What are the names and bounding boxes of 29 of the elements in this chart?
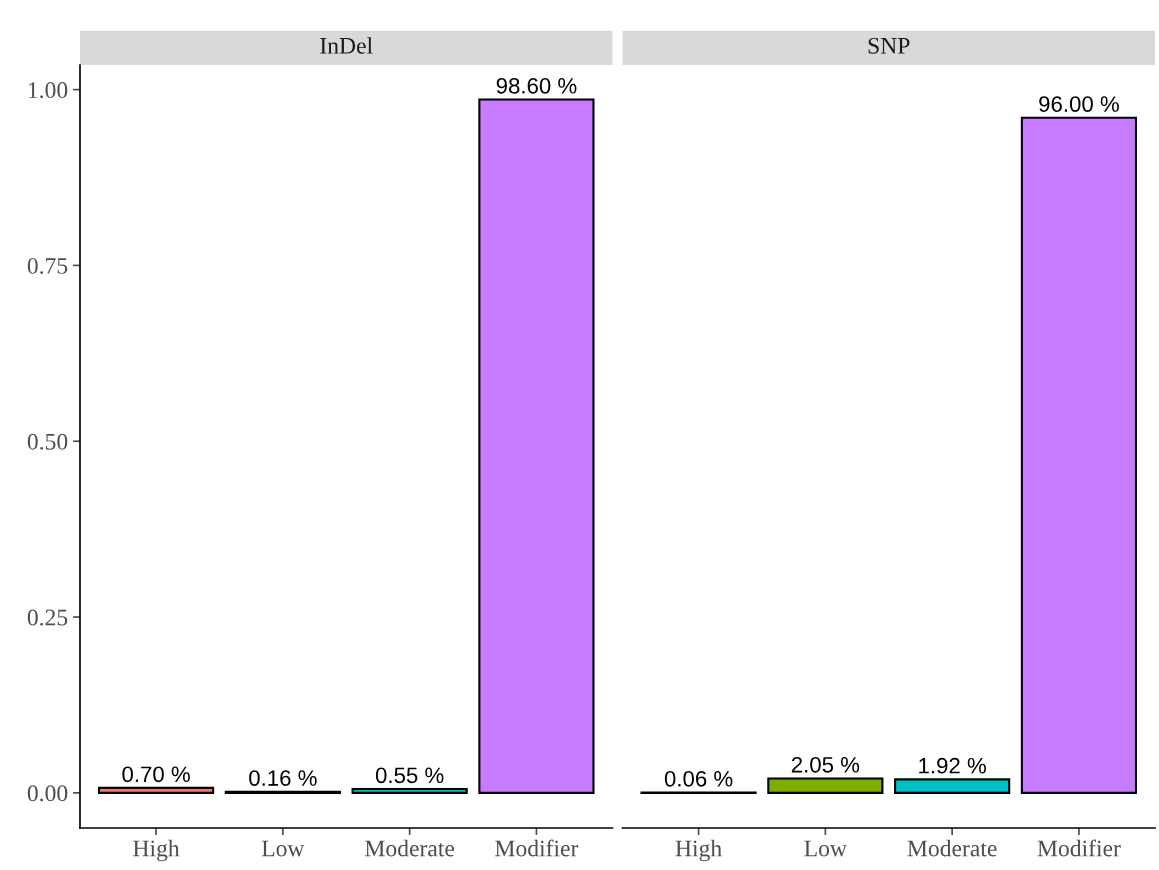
bar xyxy=(767,777,884,794)
data-label: 0.06 % xyxy=(664,770,733,787)
x-tick-label: Moderate xyxy=(907,839,997,857)
y-tick-label: 0.25 xyxy=(27,609,68,626)
x-tick-label: High xyxy=(675,839,722,862)
y-tick-label: 1.00 xyxy=(28,82,68,99)
x-tick-label: Modifier xyxy=(495,839,579,857)
data-label: 0.55 % xyxy=(375,767,444,784)
data-label: 2.05 % xyxy=(791,756,860,773)
bar xyxy=(478,98,595,794)
y-tick-label: 0.50 xyxy=(27,433,68,450)
bar xyxy=(97,786,215,794)
y-tick-label: 0.75 xyxy=(27,257,68,274)
x-tick-label: Moderate xyxy=(365,839,455,857)
data-label: 96.00 % xyxy=(1039,96,1119,112)
data-label: 0.70 % xyxy=(122,766,190,783)
chart-title: InDel xyxy=(320,37,373,54)
data-label: 0.16 % xyxy=(249,770,317,786)
x-tick-label: Low xyxy=(261,840,305,857)
bar xyxy=(351,787,468,794)
data-label: 98.60 % xyxy=(496,77,577,94)
x-tick-label: Modifier xyxy=(1037,839,1121,857)
data-label: 1.92 % xyxy=(919,757,986,774)
x-tick-label: Low xyxy=(804,840,847,857)
chart-title: SNP xyxy=(868,37,910,54)
x-tick-label: High xyxy=(133,839,180,862)
bar xyxy=(1020,116,1138,794)
y-tick-label: 0.00 xyxy=(27,785,68,802)
bar xyxy=(894,778,1011,794)
